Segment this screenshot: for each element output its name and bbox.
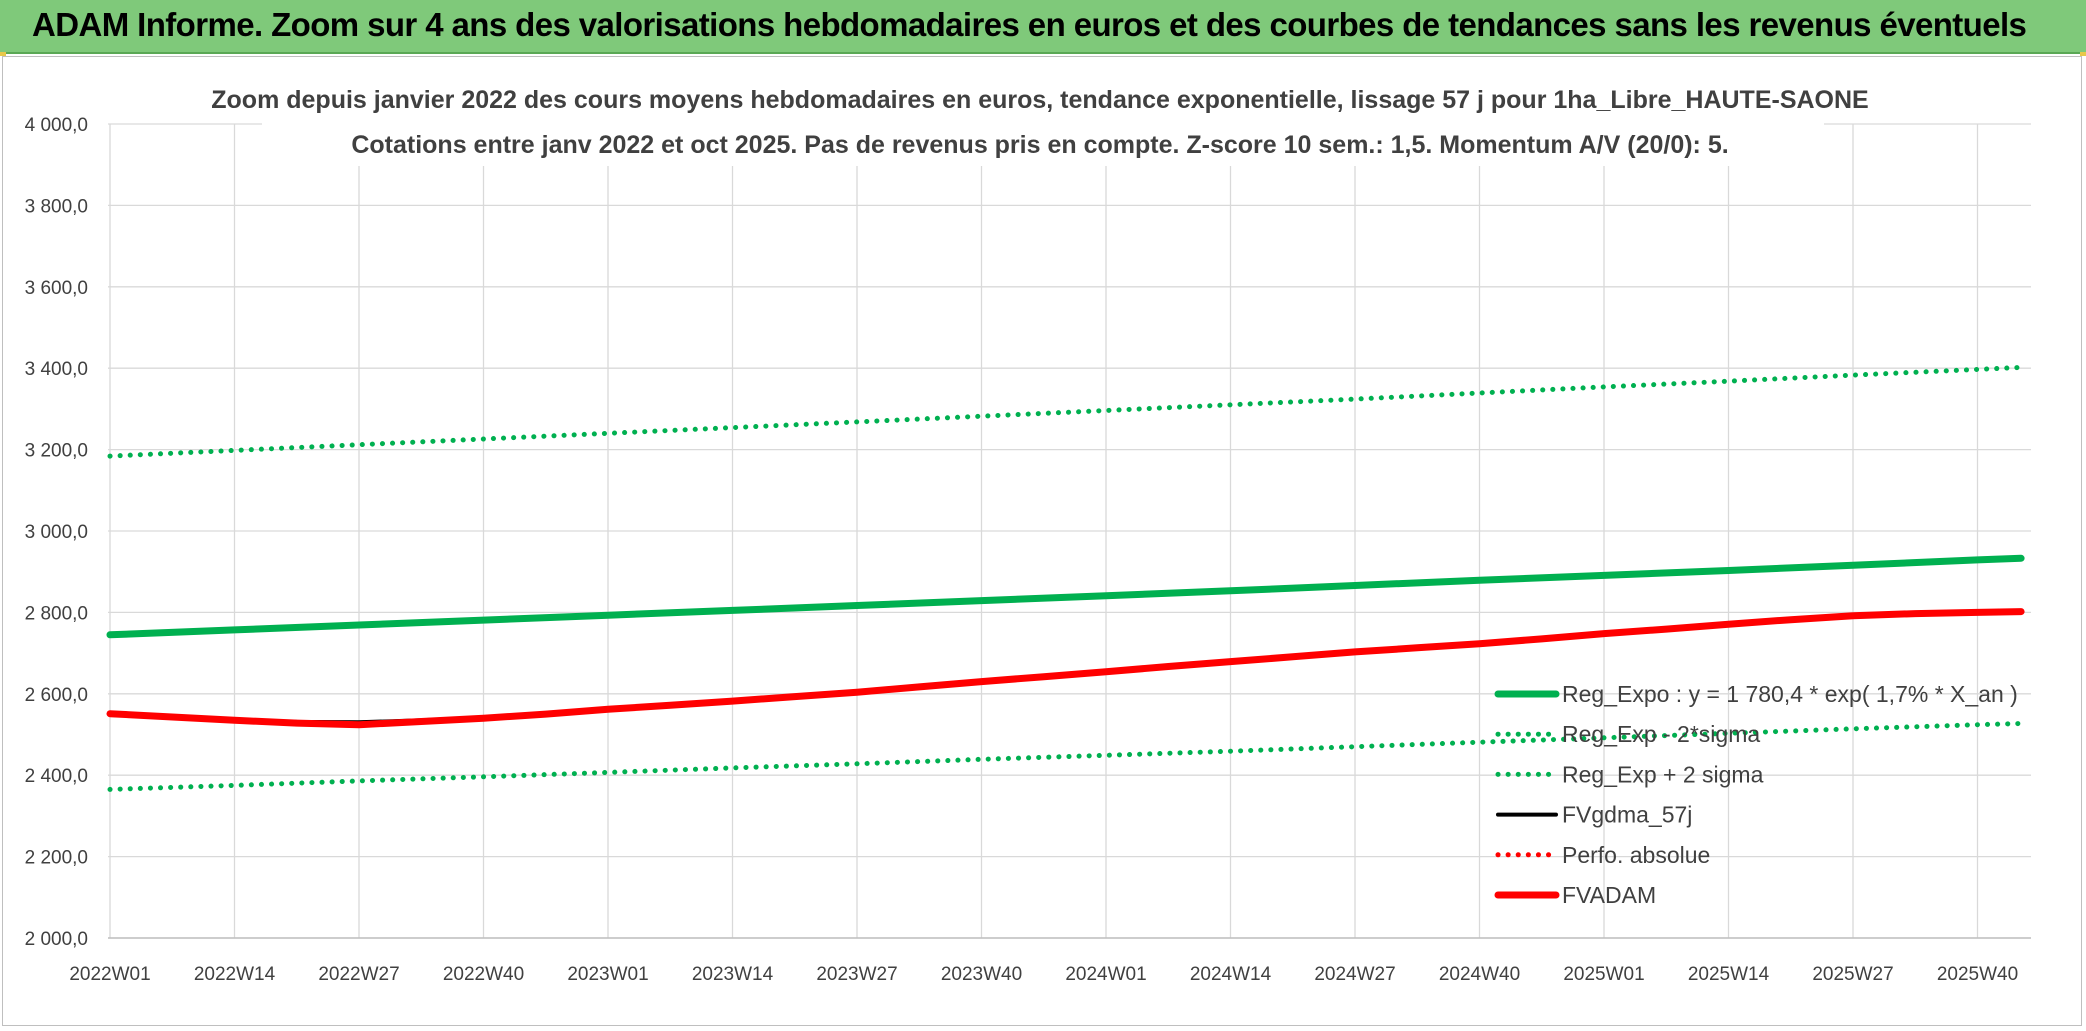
title-background xyxy=(262,78,1824,166)
series-line-fvadam xyxy=(106,608,2025,729)
page-title: ADAM Informe. Zoom sur 4 ans des valoris… xyxy=(32,6,2027,43)
legend-label: Reg_Expo : y = 1 780,4 * exp( 1,7% * X_a… xyxy=(1562,681,2018,707)
y-tick-label: 2 000,0 xyxy=(25,929,88,950)
x-tick-label: 2024W27 xyxy=(1314,964,1395,985)
y-tick-label: 2 600,0 xyxy=(25,685,88,706)
y-axis-ticks: 2 000,0 2 200,0 2 400,0 2 600,0 2 800,0 3 000… xyxy=(25,115,88,950)
x-tick-label: 2025W40 xyxy=(1937,964,2018,985)
y-tick-label: 4 000,0 xyxy=(25,115,88,136)
y-tick-label: 2 800,0 xyxy=(25,603,88,624)
legend-label: FVADAM xyxy=(1562,882,1656,908)
corner-marker-right xyxy=(2080,52,2086,56)
legend-label: Reg_Exp + 2 sigma xyxy=(1562,761,1764,787)
x-tick-label: 2025W14 xyxy=(1688,964,1770,985)
x-tick-label: 2023W14 xyxy=(692,964,774,985)
legend-label: Perfo. absolue xyxy=(1562,842,1710,868)
x-tick-label: 2025W01 xyxy=(1563,964,1644,985)
series-line-reg-exp-2-sigma xyxy=(107,721,2024,792)
x-tick-label: 2022W40 xyxy=(443,964,524,985)
legend-label: FVgdma_57j xyxy=(1562,802,1692,828)
y-tick-label: 3 200,0 xyxy=(25,441,88,462)
series-line-reg-expo-y-1-780-4-exp-1-7-x-an xyxy=(106,554,2025,639)
x-tick-label: 2025W27 xyxy=(1812,964,1893,985)
x-tick-label: 2023W27 xyxy=(816,964,897,985)
x-tick-label: 2022W01 xyxy=(69,964,150,985)
y-tick-label: 2 200,0 xyxy=(25,848,88,869)
x-tick-label: 2024W14 xyxy=(1190,964,1272,985)
x-tick-label: 2023W40 xyxy=(941,964,1022,985)
chart-frame xyxy=(2,56,2082,1026)
chart-title-line2: Cotations entre janv 2022 et oct 2025. P… xyxy=(351,131,1728,159)
series-line-reg-exp-2-sigma xyxy=(107,364,2024,459)
x-tick-label: 2024W40 xyxy=(1439,964,1520,985)
header-banner: ADAM Informe. Zoom sur 4 ans des valoris… xyxy=(0,0,2086,54)
y-tick-label: 3 400,0 xyxy=(25,359,88,380)
y-tick-label: 3 000,0 xyxy=(25,522,88,543)
x-tick-label: 2023W01 xyxy=(567,964,648,985)
x-tick-label: 2022W14 xyxy=(194,964,276,985)
chart-grid xyxy=(108,123,2031,939)
x-tick-label: 2022W27 xyxy=(318,964,399,985)
y-tick-label: 2 400,0 xyxy=(25,766,88,787)
legend: Reg_Expo : y = 1 780,4 * exp( 1,7% * X_a… xyxy=(1494,681,2018,908)
y-tick-label: 3 600,0 xyxy=(25,278,88,299)
chart-series xyxy=(106,364,2025,792)
corner-marker-left xyxy=(0,52,6,56)
x-tick-label: 2024W01 xyxy=(1065,964,1146,985)
y-tick-label: 3 800,0 xyxy=(25,196,88,217)
chart-title-line1: Zoom depuis janvier 2022 des cours moyen… xyxy=(211,86,1868,114)
x-axis-ticks: 2022W01 2022W14 2022W27 2022W40 2023W01 2023W… xyxy=(69,964,2018,985)
legend-label: Reg_Exp - 2*sigma xyxy=(1562,721,1760,747)
